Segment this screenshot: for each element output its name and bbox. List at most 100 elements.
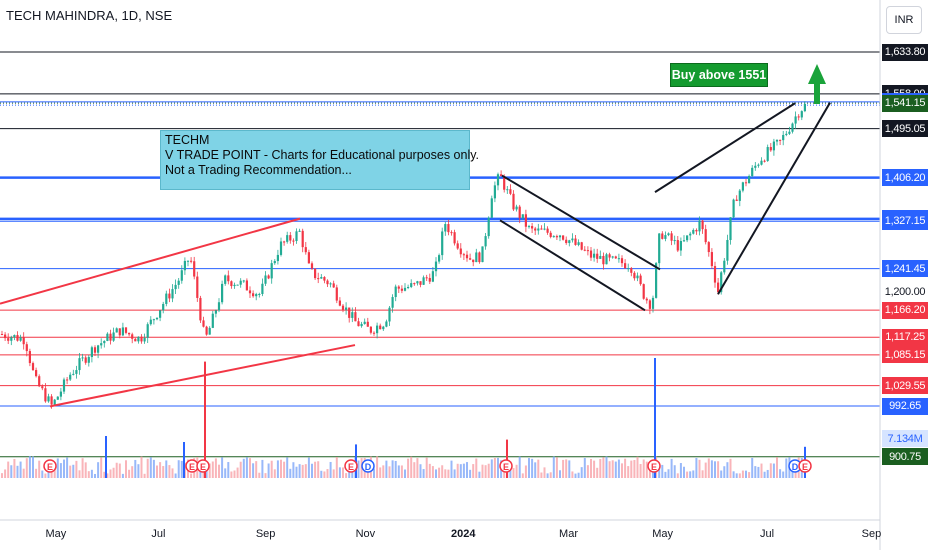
volume-bar [255,461,258,478]
volume-bar [366,472,369,478]
buy-callout: Buy above 1551 [670,63,768,87]
candle-body [611,256,614,258]
volume-bar [462,463,465,478]
volume-bar [32,456,34,478]
volume-bar [97,462,100,478]
volume-bar [422,469,425,478]
event-marker-label: E [200,462,206,472]
volume-bar [329,461,332,478]
candle-body [413,283,416,285]
currency-selector[interactable]: INR [886,6,922,34]
volume-bar [645,461,648,478]
candle-body [521,214,524,219]
volume-bar [769,463,772,478]
volume-bar [518,456,521,478]
candle-body [4,334,7,339]
price-label: 1,241.45 [882,260,928,278]
trend-line [49,344,356,408]
candle-body [118,328,121,336]
candle-body [329,283,332,285]
candle-body [193,261,196,277]
candle-body [360,323,363,327]
volume-bar [568,460,571,478]
x-tick-label: Sep [861,528,882,540]
candle-body [506,189,509,191]
candle-body [689,233,692,236]
volume-bar [586,465,589,478]
volume-bar [44,473,47,478]
candle-body [484,236,487,247]
volume-bar [125,460,127,478]
volume-bar [583,458,586,478]
volume-bar [128,469,131,478]
candle-body [242,280,245,282]
volume-bar [794,468,797,478]
candle-body [651,297,655,309]
candle-body [317,278,320,280]
x-tick-label: May [652,528,674,540]
candle-body [382,326,385,330]
volume-bar [679,463,682,478]
candle-body [112,332,115,341]
candle-body [723,260,726,273]
volume-bar [555,457,558,478]
volume-bar [735,473,738,478]
volume-bar [236,467,239,478]
volume-bar [320,470,323,478]
price-label: 900.75 [882,448,928,466]
volume-bar [382,465,385,478]
volume-bar [673,465,676,478]
candle-body [180,270,183,281]
volume-bar [94,473,96,478]
volume-bar [249,458,251,478]
volume-bar [221,457,224,478]
volume-bar [757,466,760,478]
volume-bar [528,458,530,478]
candle-body [416,281,419,284]
candle-body [174,284,177,290]
volume-bar [109,469,112,478]
volume-bar [537,459,540,478]
volume-bar [280,459,282,478]
volume-bar [639,464,642,478]
candle-body [335,287,338,301]
candle-body [47,396,50,402]
candle-body [205,326,208,335]
candle-body [165,293,168,304]
volume-bar [273,469,276,478]
candle-body [562,235,565,240]
candle-body [134,338,137,342]
volume-bar [648,467,651,478]
candle-body [478,252,481,263]
candle-body [552,236,555,238]
volume-bar [276,460,279,478]
candle-body [676,240,679,251]
volume-bar [605,456,608,478]
candle-body [385,321,388,327]
candle-body [332,283,335,288]
candle-body [794,116,797,124]
volume-bar [782,471,785,478]
x-tick-label: May [45,528,67,540]
volume-bar [710,460,713,478]
candle-body [738,190,741,201]
event-marker-circle [647,459,661,473]
volume-bar [692,470,695,478]
volume-bar [385,460,388,478]
candle-body [397,286,400,289]
candle-body [78,358,81,371]
volume-bar [242,458,245,478]
candle-body [735,199,738,201]
volume-bar [562,459,565,478]
candle-body [543,228,546,230]
volume-bar [642,459,645,478]
trend-line [654,102,796,193]
candle-body [264,275,267,284]
volume-bars [1,358,806,478]
volume-bar [202,471,205,478]
candle-body [159,310,162,318]
volume-bar [763,471,766,478]
volume-bar [428,463,431,478]
volume-spike [183,442,185,478]
